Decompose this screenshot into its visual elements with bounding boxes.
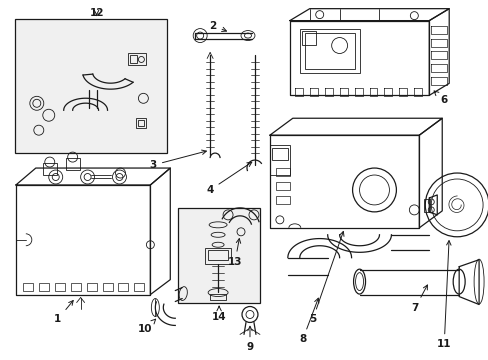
Text: 7: 7 (411, 285, 427, 312)
Bar (275, 182, 289, 190)
Bar (269, 145, 289, 175)
Bar (205, 248, 230, 264)
Text: 5: 5 (308, 231, 343, 324)
Bar (134, 283, 144, 291)
Text: 13: 13 (227, 239, 242, 267)
Bar (15, 19, 167, 153)
Bar (138, 120, 144, 126)
Bar (39, 283, 49, 291)
Bar (86, 283, 96, 291)
Text: 11: 11 (436, 240, 450, 349)
Text: 6: 6 (433, 91, 447, 105)
Bar (136, 118, 146, 128)
Bar (15, 19, 167, 153)
Bar (23, 283, 33, 291)
Bar (210, 293, 225, 300)
Text: 2: 2 (209, 21, 226, 31)
Bar (102, 283, 112, 291)
Bar (178, 208, 260, 302)
Text: 8: 8 (299, 298, 318, 345)
Text: 1: 1 (54, 301, 73, 324)
Bar (301, 31, 315, 45)
Bar (178, 208, 260, 302)
Bar (130, 55, 137, 63)
Bar (128, 54, 146, 66)
Bar (424, 199, 429, 212)
Bar (275, 168, 289, 176)
Bar (275, 196, 289, 204)
Text: 12: 12 (89, 8, 103, 18)
Bar (118, 283, 128, 291)
Bar (65, 158, 80, 170)
Bar (42, 163, 57, 175)
Bar (71, 283, 81, 291)
Bar (304, 32, 354, 69)
Bar (299, 28, 359, 73)
Bar (55, 283, 64, 291)
Bar (208, 250, 227, 260)
Bar (271, 148, 287, 160)
Text: 3: 3 (149, 150, 206, 170)
Text: 14: 14 (211, 306, 226, 323)
Text: 10: 10 (138, 319, 155, 334)
Text: 4: 4 (206, 162, 251, 195)
Text: 9: 9 (246, 326, 253, 352)
